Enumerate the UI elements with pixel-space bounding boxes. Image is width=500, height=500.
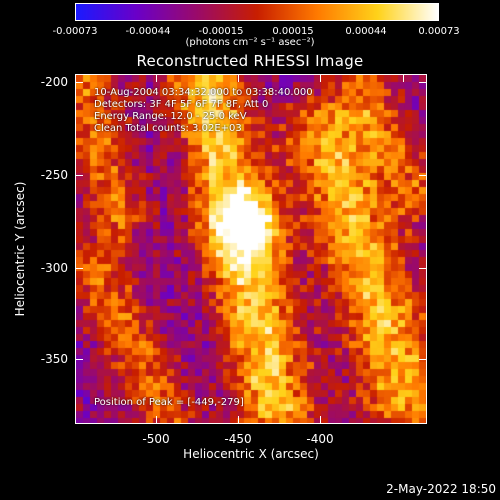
x-tick-mark [403, 74, 404, 82]
x-tick-mark [320, 416, 321, 424]
colorbar-tick-label: -0.00044 [125, 26, 171, 37]
colorbar [75, 3, 439, 21]
detectors-info: Detectors: 3F 4F 5F 6F 7F 8F, Att 0 [94, 99, 269, 110]
y-axis-label: Heliocentric Y (arcsec) [13, 181, 27, 317]
y-tick-mark [419, 268, 427, 269]
y-tick-mark [75, 268, 83, 269]
render-timestamp: 2-May-2022 18:50 [386, 482, 496, 496]
peak-position: Position of Peak = [-449,-279] [94, 397, 244, 408]
clean-total-counts: Clean Total counts: 3.02E+03 [94, 123, 242, 134]
x-tick-mark [156, 74, 157, 82]
colorbar-tick-label: 0.00015 [272, 26, 314, 37]
x-tick-label: -500 [142, 432, 170, 446]
y-tick-mark [75, 175, 83, 176]
x-axis-label: Heliocentric X (arcsec) [183, 447, 319, 461]
x-tick-mark [238, 74, 239, 82]
y-tick-label: -300 [40, 261, 68, 275]
colorbar-tick-label: 0.00044 [345, 26, 387, 37]
y-tick-label: -200 [40, 75, 68, 89]
y-tick-mark [419, 82, 427, 83]
x-tick-mark [156, 416, 157, 424]
y-tick-mark [75, 359, 83, 360]
heatmap-canvas [76, 75, 426, 423]
y-tick-mark [419, 359, 427, 360]
x-tick-label: -450 [224, 432, 252, 446]
energy-range: Energy Range: 12.0 - 25.0 keV [94, 111, 247, 122]
colorbar-unit: (photons cm⁻² s⁻¹ asec⁻²) [185, 37, 315, 48]
image-title: Reconstructed RHESSI Image [136, 52, 364, 70]
y-tick-mark [75, 82, 83, 83]
colorbar-tick-label: -0.00015 [198, 26, 244, 37]
x-tick-label: -400 [306, 432, 334, 446]
observation-time: 10-Aug-2004 03:34:32.000 to 03:38:40.000 [94, 87, 313, 98]
x-tick-mark [238, 416, 239, 424]
y-tick-label: -350 [40, 352, 68, 366]
y-tick-mark [419, 175, 427, 176]
x-tick-mark [320, 74, 321, 82]
colorbar-tick-label: -0.00073 [52, 26, 98, 37]
y-tick-label: -250 [40, 168, 68, 182]
colorbar-tick-label: 0.00073 [418, 26, 460, 37]
rhessi-image: 10-Aug-2004 03:34:32.000 to 03:38:40.000… [75, 74, 427, 424]
